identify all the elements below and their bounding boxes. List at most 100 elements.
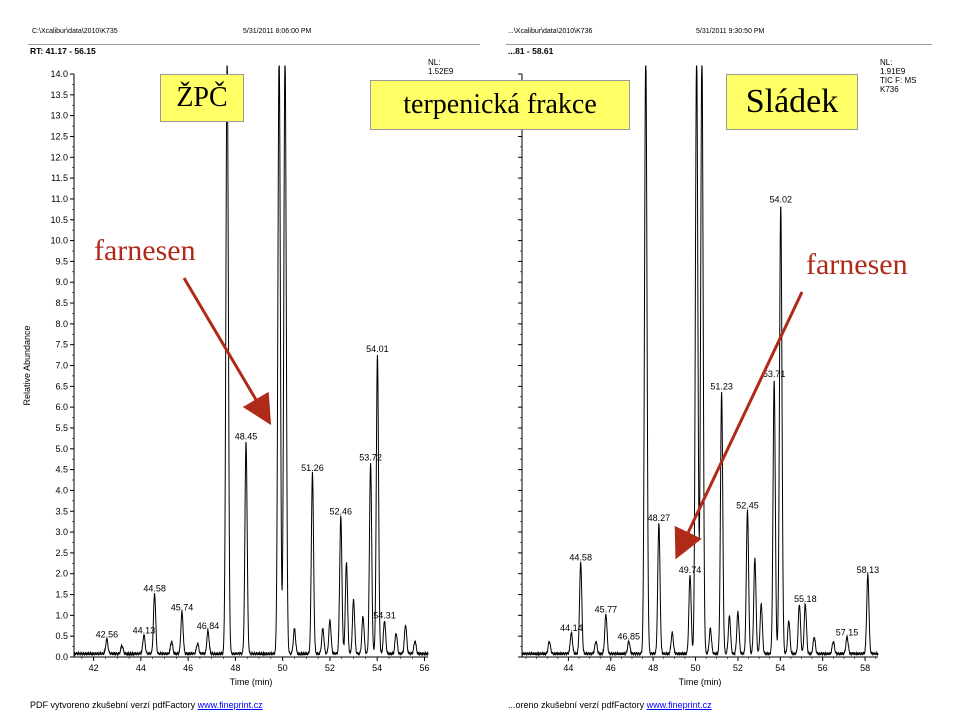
x-axis-label: Time (min) [679,677,722,687]
y-tick-label: 13.0 [50,111,68,121]
right-datetime: 5/31/2011 9:30:50 PM [696,28,765,35]
left-sample-label-box: ŽPČ [160,74,244,122]
right-nl-block: NL: 1.91E9 TIC F: MS K736 [880,58,916,94]
x-tick-label: 56 [818,663,828,673]
right-sample-id: K736 [880,85,899,94]
y-tick-label: 12.0 [50,152,68,162]
left-datetime: 5/31/2011 8:06:00 PM [243,28,312,35]
y-tick-label: 10.0 [50,236,68,246]
left-footer: PDF vytvoreno zkušební verzí pdfFactory … [30,700,263,710]
right-nl-value: 1.91E9 [880,67,906,76]
x-axis-label: Time (min) [230,677,273,687]
y-tick-label: 6.0 [55,402,68,412]
left-file-path: C:\Xcalibur\data\2010\K735 [32,28,118,35]
x-tick-label: 48 [648,663,658,673]
y-tick-label: 13.5 [50,90,68,100]
right-file-path: ...\Xcalibur\data\2010\K736 [508,28,593,35]
peak-label: 51.26 [301,463,324,473]
peak-label: 42.56 [96,629,119,639]
y-tick-label: 8.5 [55,298,68,308]
left-rt-range: RT: 41.17 - 56.15 [30,46,96,56]
peak-label: 45.77 [595,604,618,614]
right-farnesen-label: farnesen [806,248,908,281]
y-tick-label: 5.5 [55,423,68,433]
peak-label: 55.18 [794,594,817,604]
y-tick-label: 5.0 [55,444,68,454]
left-footer-link[interactable]: www.fineprint.cz [197,700,263,710]
y-tick-label: 9.5 [55,256,68,266]
peak-label: 49.74 [679,565,702,575]
peak-label: 44.13 [133,625,156,635]
peak-label: 53.72 [359,452,382,462]
peak-label: 44.58 [143,584,166,594]
peak-label: 51.23 [710,382,733,392]
peak-label: 53.71 [763,369,786,379]
y-tick-label: 9.0 [55,277,68,287]
y-tick-label: 8.0 [55,319,68,329]
y-tick-label: 0.0 [55,652,68,662]
right-header-rule [506,44,932,45]
y-tick-label: 14.0 [50,69,68,79]
left-nl-label: NL: [428,58,441,67]
left-nl-block: NL: 1.52E9 [428,58,453,76]
y-tick-label: 6.5 [55,381,68,391]
y-tick-label: 11.5 [51,173,68,183]
y-tick-label: 3.0 [55,527,68,537]
y-tick-label: 1.5 [55,590,68,600]
peak-label: 58.13 [857,565,880,575]
y-tick-label: 0.5 [55,631,68,641]
right-sample-label-box: Sládek [726,74,858,130]
left-footer-text: PDF vytvoreno zkušební verzí pdfFactory [30,700,196,710]
y-tick-label: 2.5 [55,548,68,558]
left-nl-value: 1.52E9 [428,67,454,76]
peak-label: 54.02 [769,194,792,204]
y-axis-label: Relative Abundance [22,325,32,405]
peak-label: 46.84 [197,621,220,631]
left-farnesen-label: farnesen [94,234,196,267]
peak-label: 44.14 [560,623,583,633]
right-rt-range: ...81 - 58.61 [508,46,554,56]
left-chromatogram: 0.0 0.5 1.0 1.5 2.0 2.5 3.0 3.5 4.0 4.5 5.0 5.5 6.0 6… [22,65,429,687]
y-tick-label: 4.0 [55,485,68,495]
x-tick-label: 46 [606,663,616,673]
peak-label: 48.27 [648,513,671,523]
y-tick-label: 2.0 [55,569,68,579]
x-tick-label: 50 [278,663,288,673]
x-tick-label: 52 [733,663,743,673]
right-footer-text: ...oreno zkušební verzí pdfFactory [508,700,645,710]
peak-label: 48.45 [235,432,258,442]
right-footer: ...oreno zkušební verzí pdfFactory www.f… [508,700,712,710]
peak-label: 45.74 [171,602,194,612]
x-tick-label: 54 [775,663,785,673]
x-tick-label: 58 [860,663,870,673]
y-tick-label: 10.5 [50,215,68,225]
x-tick-label: 56 [419,663,429,673]
x-tick-label: 46 [183,663,193,673]
peak-label: 57.15 [836,627,859,637]
peak-label: 52.45 [736,500,759,510]
right-nl-label: NL: [880,58,893,67]
peak-label: 54.01 [366,344,389,354]
y-tick-label: 4.5 [55,465,68,475]
y-tick-label: 12.5 [50,131,68,141]
x-tick-label: 42 [89,663,99,673]
x-tick-label: 52 [325,663,335,673]
y-tick-label: 3.5 [55,506,68,516]
right-scan-filter: TIC F: MS [880,76,917,85]
y-tick-label: 1.0 [55,610,68,620]
peak-label: 52.46 [330,507,353,517]
y-tick-label: 7.5 [55,340,68,350]
x-tick-label: 44 [136,663,146,673]
left-header-rule [28,44,480,45]
x-tick-label: 48 [230,663,240,673]
right-footer-link[interactable]: www.fineprint.cz [646,700,712,710]
fraction-label-box: terpenická frakce [370,80,630,130]
x-tick-label: 44 [563,663,573,673]
y-tick-label: 11.0 [51,194,68,204]
chromatogram-trace [73,65,429,657]
peak-label: 44.58 [569,552,592,562]
y-tick-label: 7.0 [55,361,68,371]
x-tick-label: 54 [372,663,382,673]
peak-label: 46.85 [618,632,641,642]
x-tick-label: 50 [691,663,701,673]
